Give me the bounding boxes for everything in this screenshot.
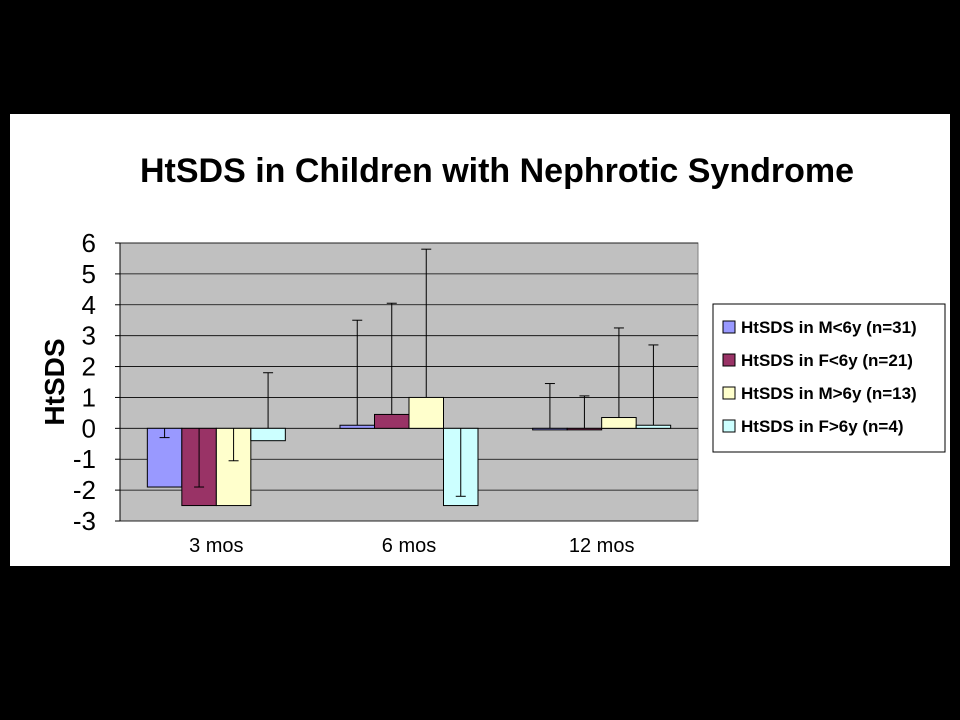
chart-svg: HtSDS in Children with Nephrotic Syndrom…: [39, 152, 946, 557]
legend-label: HtSDS in F<6y (n=21): [741, 351, 913, 370]
chart-title: HtSDS in Children with Nephrotic Syndrom…: [140, 152, 854, 190]
legend-label: HtSDS in F>6y (n=4): [741, 417, 903, 436]
y-tick-label: 0: [82, 413, 96, 443]
legend-label: HtSDS in M<6y (n=31): [741, 318, 917, 337]
bar: [408, 396, 444, 429]
x-tick-label: 6 mos: [382, 535, 436, 557]
legend-swatch: [722, 386, 736, 400]
y-tick-label: 5: [82, 259, 96, 289]
y-tick-label: 3: [82, 321, 96, 351]
bar: [566, 427, 603, 431]
legend-swatch: [722, 320, 736, 334]
y-tick-label: -3: [73, 506, 96, 536]
y-axis-label: HtSDS: [39, 338, 70, 425]
chart-panel: HtSDS in Children with Nephrotic Syndrom…: [10, 114, 950, 566]
bar: [374, 413, 410, 429]
bar: [339, 424, 375, 429]
x-tick-label: 12 mos: [569, 535, 635, 557]
y-tick-label: 1: [82, 382, 96, 412]
legend-swatch: [722, 419, 736, 433]
legend: HtSDS in M<6y (n=31) HtSDS in F<6y (n=21)…: [712, 303, 946, 453]
legend-swatch: [722, 353, 736, 367]
bar: [532, 427, 568, 431]
x-tick-label: 3 mos: [189, 535, 243, 557]
y-tick-label: 2: [82, 352, 96, 382]
bar: [635, 424, 672, 429]
y-tick-label: 4: [82, 290, 96, 320]
y-tick-label: -1: [73, 444, 96, 474]
bar: [250, 427, 286, 442]
y-tick-label: -2: [73, 475, 96, 505]
y-tick-label: 6: [82, 228, 96, 258]
legend-label: HtSDS in M>6y (n=13): [741, 384, 917, 403]
bar: [601, 417, 637, 429]
legend-box: [712, 303, 946, 453]
